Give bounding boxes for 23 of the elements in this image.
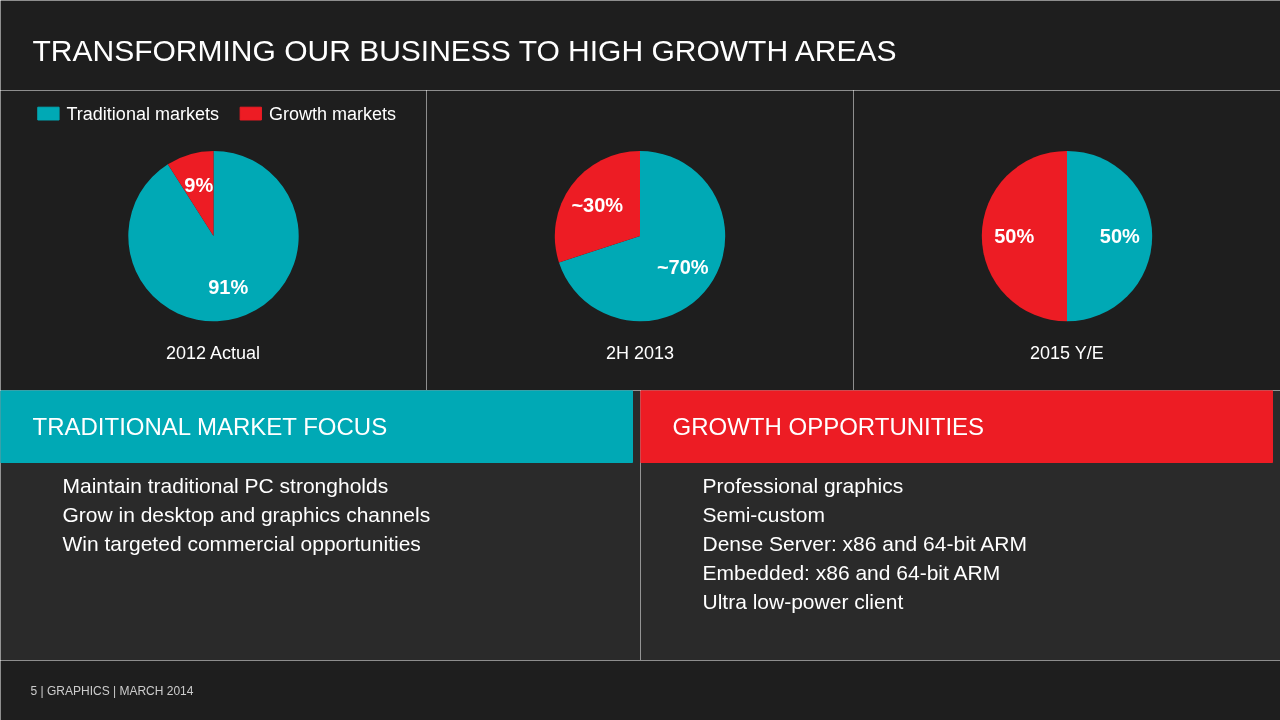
data-label: 9% (184, 174, 214, 197)
data-label: ~30% (571, 194, 624, 217)
text: Semi-custom (702, 503, 826, 526)
text: Ultra low-power client (702, 590, 904, 613)
text: TRANSFORMING OUR BUSINESS TO HIGH GROWTH AREAS (32, 34, 897, 67)
text: Win targeted commercial opportunities (62, 532, 421, 555)
data-label: 91% (208, 275, 249, 298)
legend-label: Traditional markets (66, 103, 219, 124)
text: 2H 2013 (605, 343, 675, 364)
text: GROWTH OPPORTUNITIES (672, 413, 985, 440)
data-label: 50% (1099, 225, 1141, 248)
text: Professional graphics (702, 474, 904, 497)
text: TRADITIONAL MARKET FOCUS (32, 413, 388, 440)
data-label: ~70% (656, 256, 709, 279)
text: Grow in desktop and graphics channels (62, 503, 431, 526)
data-label: 50% (994, 225, 1035, 248)
text: Maintain traditional PC strongholds (62, 474, 389, 497)
text: 5 | GRAPHICS | MARCH 2014 (30, 683, 194, 698)
legend-label: Growth markets (268, 103, 396, 124)
text: 2015 Y/E (1029, 343, 1104, 364)
text: Embedded: x86 and 64-bit ARM (702, 561, 1001, 584)
text: 2012 Actual (165, 343, 261, 364)
text: Dense Server: x86 and 64-bit ARM (702, 532, 1027, 555)
